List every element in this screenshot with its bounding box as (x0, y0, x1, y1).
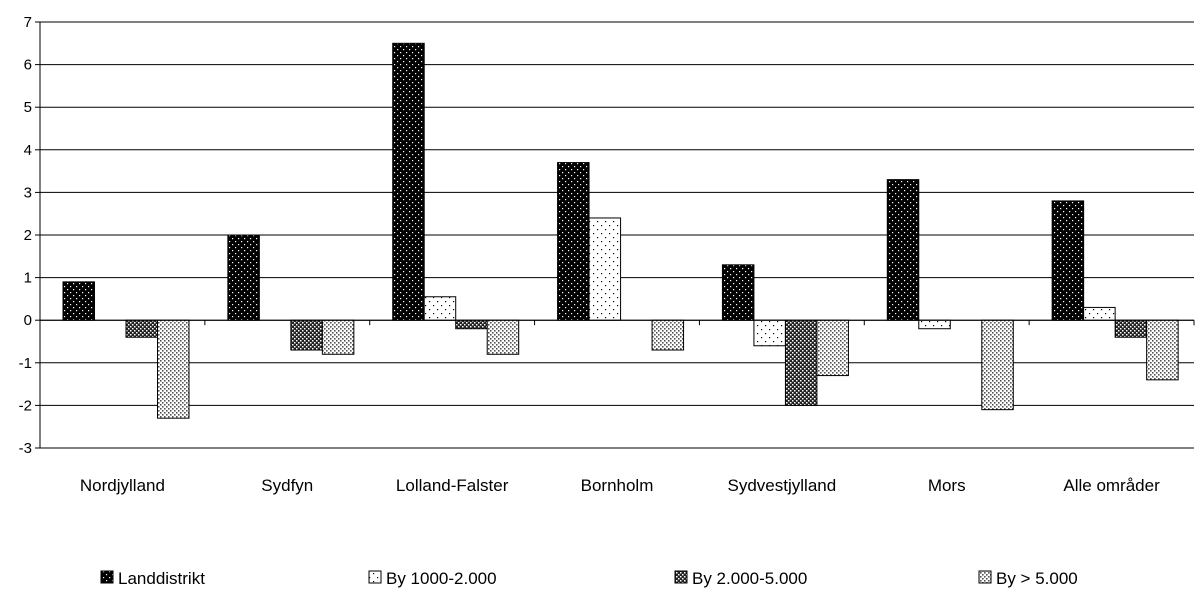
bar-4-2 (321, 319, 355, 355)
legend-label: By > 5.000 (996, 569, 1078, 588)
legend-item: By 1000-2.000 (368, 569, 497, 588)
bars (62, 42, 1179, 419)
bar-2-4 (588, 217, 622, 321)
bar-3-1 (125, 319, 158, 338)
bar-4-7 (1146, 319, 1179, 381)
y-tick-label: 1 (24, 270, 32, 287)
category-label: Sydvestjylland (728, 476, 837, 495)
legend-swatch (978, 570, 992, 584)
category-label: Bornholm (581, 476, 654, 495)
bar-1-4 (557, 162, 590, 321)
bar-4-3 (486, 319, 520, 355)
legend-swatch (100, 570, 114, 584)
category-label: Lolland-Falster (396, 476, 509, 495)
bar-2-5 (753, 319, 786, 347)
bar-1-3 (392, 42, 425, 321)
legend-item: Landdistrikt (100, 569, 205, 588)
y-tick-label: 3 (24, 184, 32, 201)
bar-1-7 (1051, 200, 1085, 321)
bar-4-1 (157, 319, 190, 419)
legend-label: By 2.000-5.000 (692, 569, 807, 588)
category-label: Alle områder (1063, 476, 1160, 495)
category-labels: Nordjylland Sydfyn Lolland-Falster Bornholm… (80, 476, 1160, 495)
bar-2-6 (918, 319, 951, 330)
y-tick-label: -2 (19, 397, 32, 414)
y-tick-labels: -3 -2 -1 0 1 2 3 4 5 6 7 (19, 14, 32, 457)
bar-3-5 (784, 319, 818, 406)
y-tick-label: 7 (24, 14, 32, 31)
legend-item: By > 5.000 (978, 569, 1078, 588)
y-tick-label: 5 (24, 99, 32, 116)
bar-3-2 (290, 319, 323, 351)
bar-3-7 (1114, 319, 1148, 338)
bar-4-4 (651, 319, 685, 351)
bar-1-5 (721, 264, 755, 321)
y-tick-label: -3 (19, 440, 32, 457)
bar-3-3 (455, 319, 488, 330)
y-tick-label: -1 (19, 355, 32, 372)
legend-label: Landdistrikt (118, 569, 205, 588)
y-tick-label: 6 (24, 57, 32, 74)
category-label: Sydfyn (261, 476, 313, 495)
bar-2-7 (1083, 306, 1116, 321)
y-tick-label: 2 (24, 227, 32, 244)
y-tick-label: 0 (24, 312, 32, 329)
category-label: Mors (928, 476, 966, 495)
y-tick-label: 4 (24, 142, 32, 159)
legend-item: By 2.000-5.000 (674, 569, 807, 588)
legend: Landdistrikt By 1000-2.000 By 2.000-5.000 B… (100, 569, 1078, 588)
bar-1-1 (62, 281, 95, 321)
axes (35, 21, 1195, 449)
bar-2-3 (423, 296, 457, 321)
legend-swatch (674, 570, 688, 584)
legend-swatch (368, 570, 382, 584)
bar-4-5 (816, 319, 849, 377)
category-label: Nordjylland (80, 476, 165, 495)
bar-1-2 (227, 234, 260, 321)
bar-1-6 (886, 179, 920, 321)
legend-label: By 1000-2.000 (386, 569, 497, 588)
bar-4-6 (981, 319, 1014, 411)
